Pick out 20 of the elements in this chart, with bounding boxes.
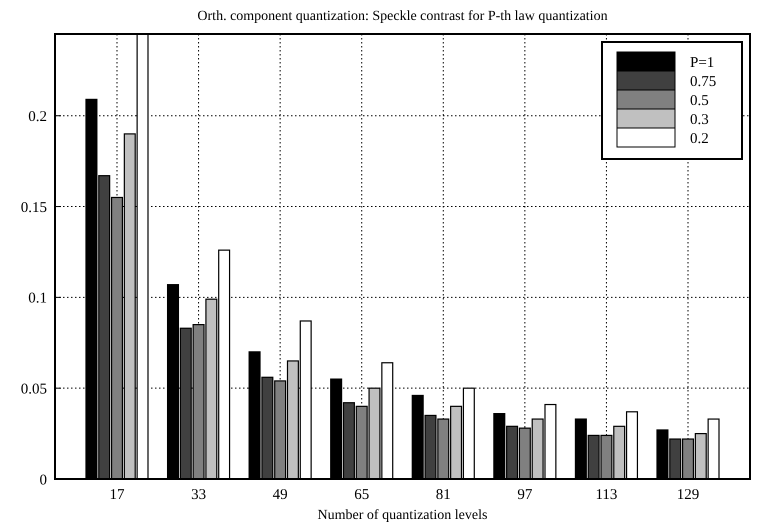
x-tick-label: 17 <box>109 487 125 503</box>
x-tick-label: 33 <box>191 487 206 503</box>
legend-label: 0.2 <box>690 130 709 147</box>
y-tick-label: 0.15 <box>20 200 47 216</box>
legend-label: 0.3 <box>690 112 709 128</box>
x-tick-label: 49 <box>272 487 288 503</box>
x-axis-title: Number of quantization levels <box>318 508 488 523</box>
x-tick-label: 113 <box>595 487 618 503</box>
y-tick-label: 0.2 <box>28 108 47 125</box>
x-tick-label: 81 <box>436 487 451 503</box>
x-tick-label: 65 <box>354 487 370 503</box>
y-tick-label: 0.1 <box>28 290 47 307</box>
legend-label: P=1 <box>690 54 714 71</box>
chart-title: Orth. component quantization: Speckle contrast for P-th law quantization <box>197 9 608 24</box>
y-tick-label: 0.05 <box>20 381 47 398</box>
legend-label: 0.5 <box>690 92 709 109</box>
x-tick-label: 129 <box>676 487 700 503</box>
x-tick-label: 97 <box>517 487 533 503</box>
legend-label: 0.75 <box>690 74 716 90</box>
y-tick-label: 0 <box>40 472 47 488</box>
